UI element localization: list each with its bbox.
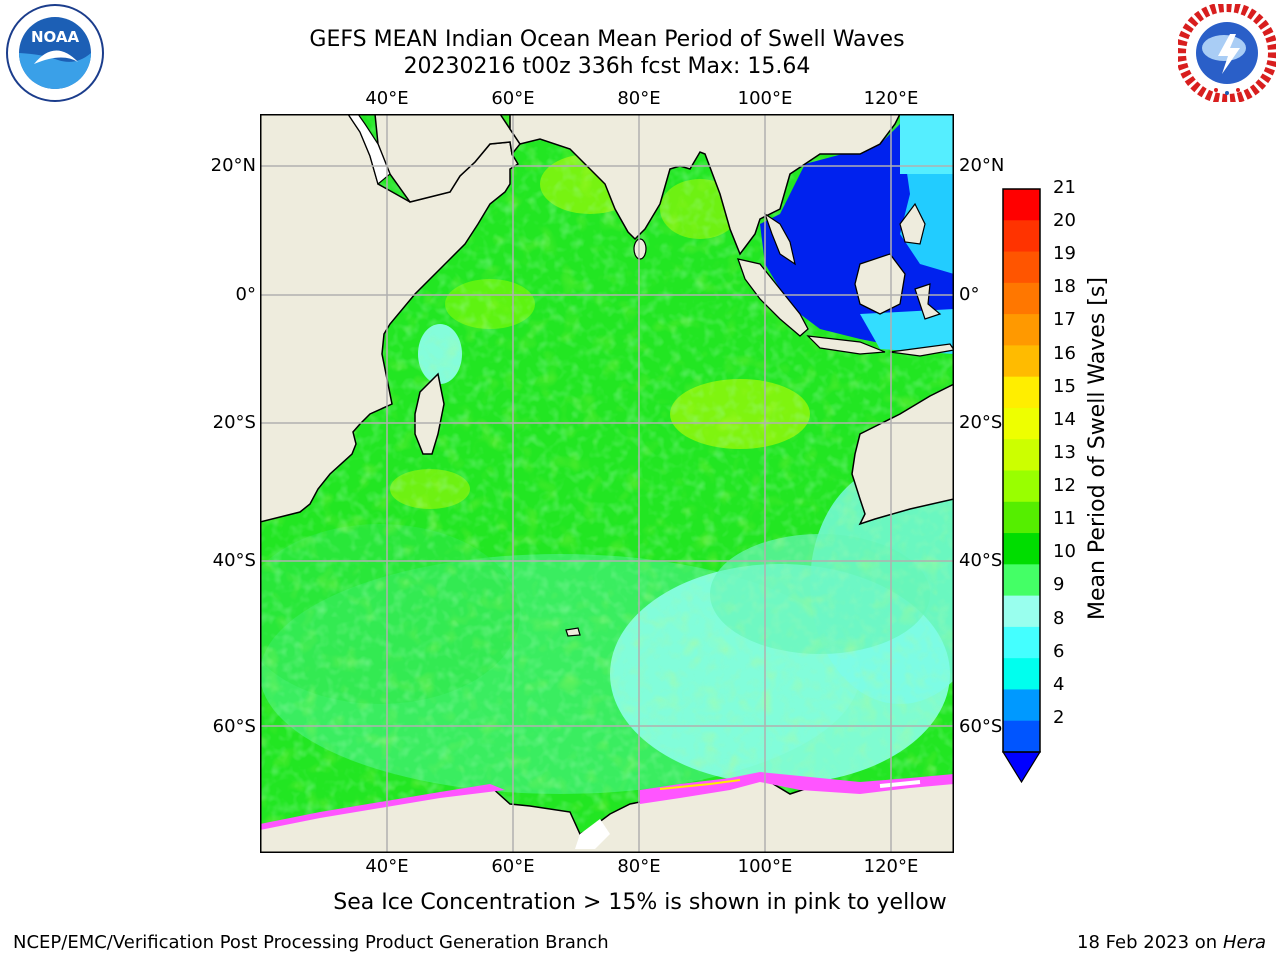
lon-tick-top-120: 120°E [863,88,919,109]
colorbar-extend-arrow [1001,751,1042,784]
sea-ice [260,784,505,830]
colorbar-block [1003,282,1040,315]
colorbar-tick-label: 8 [1053,607,1065,629]
noaa-logo: NOAA [6,4,104,102]
lon-tick-top-100: 100°E [737,88,793,109]
lon-tick-top-60: 60°E [491,88,535,109]
lon-tick-bottom-40: 40°E [365,856,409,877]
sea-ice-note: Sea Ice Concentration > 15% is shown in … [333,890,947,915]
lon-tick-top-40: 40°E [365,88,409,109]
lon-tick-bottom-60: 60°E [491,856,535,877]
colorbar-tick-label: 21 [1053,177,1076,198]
lat-tick-right-20s: 20°S [959,412,1003,433]
colorbar-tick-label: 2 [1053,706,1065,728]
footer-machine: Hera [1222,932,1266,953]
graticule [260,114,954,853]
swell-period-map [260,114,954,853]
footer-date-text: 18 Feb 2023 on [1077,932,1218,953]
colorbar-block [1003,595,1040,628]
colorbar-label: Mean Period of Swell Waves [s] [1085,277,1110,620]
colorbar-block [1003,501,1040,534]
colorbar-tick-label: 9 [1053,574,1065,596]
colorbar-tick-label: 17 [1053,309,1076,331]
map-frame [260,114,954,853]
colorbar-tick-label: 14 [1053,408,1076,430]
colorbar-block [1003,470,1040,503]
lat-tick-right-20n: 20°N [959,155,1005,176]
colorbar-block [1003,189,1040,221]
svg-text:NOAA: NOAA [31,28,80,46]
colorbar-tick-label: 10 [1053,541,1076,563]
land-asia [509,114,901,256]
colorbar-block [1003,314,1040,346]
colorbar-block [1003,439,1040,471]
colorbar-tick-label: 20 [1053,210,1076,232]
lat-tick-right-40s: 40°S [959,550,1003,571]
map-subtitle: 20230216 t00z 336h fcst Max: 15.64 [403,54,811,79]
lon-tick-bottom-80: 80°E [617,856,661,877]
colorbar-tick-label: 16 [1053,342,1076,364]
colorbar-block [1003,251,1040,284]
lon-tick-top-80: 80°E [617,88,661,109]
colorbar-block [1003,626,1040,659]
lat-tick-right-0: 0° [959,284,980,305]
lon-tick-bottom-120: 120°E [863,856,919,877]
lat-tick-left-40s: 40°S [212,550,256,571]
colorbar-block [1003,376,1040,409]
land-australia [851,383,954,526]
land-madagascar [414,372,445,455]
colorbar-tick-label: 6 [1053,640,1065,662]
lat-tick-left-20s: 20°S [212,412,256,433]
footer-date: 18 Feb 2023 on Hera [1077,932,1266,953]
colorbar-block [1003,720,1040,753]
footer-org: NCEP/EMC/Verification Post Processing Pr… [13,932,609,953]
colorbar-block [1003,407,1040,440]
lat-tick-left-0: 0° [235,284,256,305]
colorbar-tick-label: 12 [1053,475,1076,497]
colorbar-tick-label: 19 [1053,243,1076,265]
colorbar-block [1003,220,1040,253]
colorbar-tick-label: 4 [1053,673,1065,695]
colorbar-tick-label: 15 [1053,375,1076,397]
lat-tick-left-20n: 20°N [210,155,256,176]
colorbar [1001,188,1042,784]
lon-tick-bottom-100: 100°E [737,856,793,877]
colorbar-block [1003,689,1040,722]
colorbar-block [1003,533,1040,565]
colorbar-block [1003,658,1040,690]
nws-logo [1176,2,1278,104]
colorbar-tick-label: 18 [1053,276,1076,298]
colorbar-block [1003,345,1040,378]
colorbar-tick-label: 11 [1053,508,1076,530]
lat-tick-left-60s: 60°S [212,716,256,737]
map-title: GEFS MEAN Indian Ocean Mean Period of Sw… [309,27,905,52]
lat-tick-right-60s: 60°S [959,716,1003,737]
colorbar-tick-label: 13 [1053,441,1076,463]
colorbar-block [1003,564,1040,597]
